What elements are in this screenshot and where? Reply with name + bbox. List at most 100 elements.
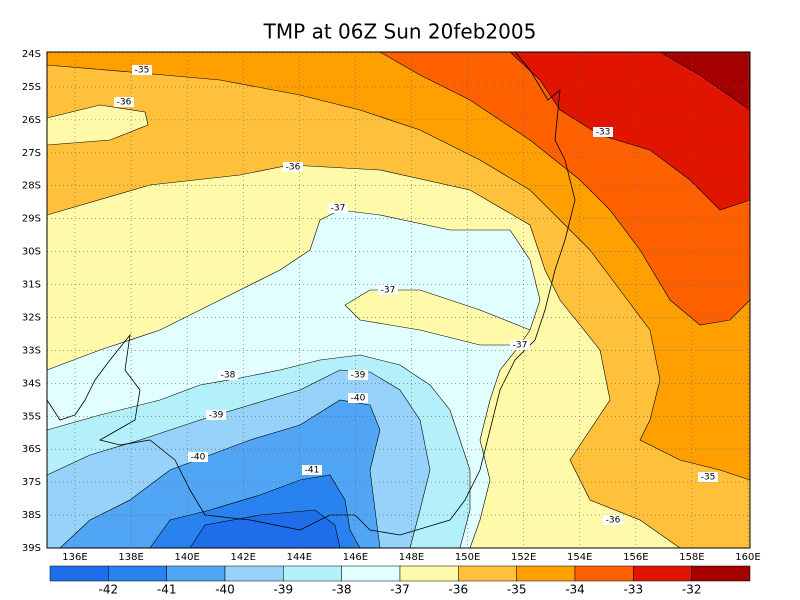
lat-label: 34S [22,378,41,389]
contour-label: -36 [117,98,132,108]
lat-label: 31S [22,280,41,291]
contour-fill [345,290,530,345]
lat-label: 37S [22,477,41,488]
colorbar-label: -42 [99,583,119,597]
lat-label: 39S [22,543,41,554]
colorbar-box [108,565,167,582]
lat-label: 27S [22,148,41,159]
lon-label: 154E [567,552,592,563]
colorbar-box [283,565,342,582]
contour-line [344,289,531,346]
contour-line [46,64,751,481]
contour-line [659,51,751,111]
lat-label: 28S [22,181,41,192]
lon-label: 150E [455,552,480,563]
contour-label-bg [283,162,303,172]
contour-label-bg [593,127,613,137]
contour-label: -39 [209,411,224,421]
contour-label-bg [206,410,226,420]
colorbar-box [633,565,692,582]
lon-label: 142E [231,552,256,563]
contour-line [46,354,471,549]
lon-label: 152E [511,552,536,563]
contour-line [46,209,541,549]
lat-label: 35S [22,411,41,422]
contour-label-bg [188,452,208,462]
contour-label-bg [698,472,718,482]
contour-label-bg [302,465,322,475]
colorbar-label: -39 [274,583,294,597]
contour-label: -37 [513,341,528,351]
colorbar-label: -36 [449,583,469,597]
contour-label-bg [218,370,238,380]
contour-fill [47,105,148,145]
contour-label: -33 [596,128,611,138]
map-frame [46,51,751,549]
contour-label: -40 [351,394,366,404]
colorbar-label: -38 [332,583,352,597]
colorbar-box [458,565,517,582]
lon-label: 160E [735,552,760,563]
contour-fill [660,52,750,110]
contour-line [379,51,751,326]
contour-label-bg [510,340,530,350]
map-fill [46,51,751,549]
contour-label: -40 [191,453,206,463]
colorbar-box [516,565,576,582]
contour-label: -35 [135,66,150,76]
contour-label: -36 [606,516,621,526]
colorbar-label: -32 [682,583,702,597]
contour-label-bg [378,285,398,295]
contour-label: -38 [221,371,236,381]
lat-label: 36S [22,444,41,455]
colorbar-box [49,565,109,582]
colorbar-box [341,565,401,582]
contour-fill [510,52,750,210]
contour-line [509,51,751,211]
lon-label: 148E [399,552,424,563]
contour-fill [190,510,340,548]
contour-label: -39 [351,371,366,381]
lon-label: 136E [62,552,87,563]
lat-label: 30S [22,247,41,258]
lat-label: 29S [22,214,41,225]
lon-label: 144E [287,552,312,563]
lat-label: 24S [22,49,41,60]
colorbar-box [399,565,459,582]
lat-label: 25S [22,82,41,93]
contour-label: -37 [331,204,346,214]
contour-label-bg [328,203,348,213]
contour-label-bg [348,393,368,403]
contour-label: -37 [381,286,396,296]
contour-line [46,369,431,549]
contour-line [189,509,341,549]
contour-label: -41 [305,466,320,476]
colorbar-box [691,565,751,582]
title: TMP at 06Z Sun 20feb2005 [263,20,537,44]
lat-label: 32S [22,312,41,323]
colorbar-label: -41 [157,583,177,597]
lon-label: 156E [623,552,648,563]
contour-label-bg [603,515,623,525]
lat-label: 33S [22,345,41,356]
lat-label: 38S [22,510,41,521]
contour-label-bg [114,97,134,107]
colorbar-label: -40 [215,583,235,597]
contour-line [149,474,361,549]
lat-label: 26S [22,115,41,126]
colorbar-label: -33 [624,583,644,597]
contour-label: -35 [701,473,716,483]
colorbar-label: -35 [507,583,527,597]
contour-label: -36 [286,163,301,173]
colorbar-label: -37 [390,583,410,597]
lon-label: 158E [679,552,704,563]
contour-line [59,399,381,549]
colorbar-box [166,565,226,582]
contour-label-bg [132,65,152,75]
colorbar-label: -34 [565,583,585,597]
lon-label: 138E [118,552,143,563]
lon-label: 140E [174,552,199,563]
contour-line [46,104,149,146]
colorbar-box [224,565,284,582]
contour-label-bg [348,370,368,380]
